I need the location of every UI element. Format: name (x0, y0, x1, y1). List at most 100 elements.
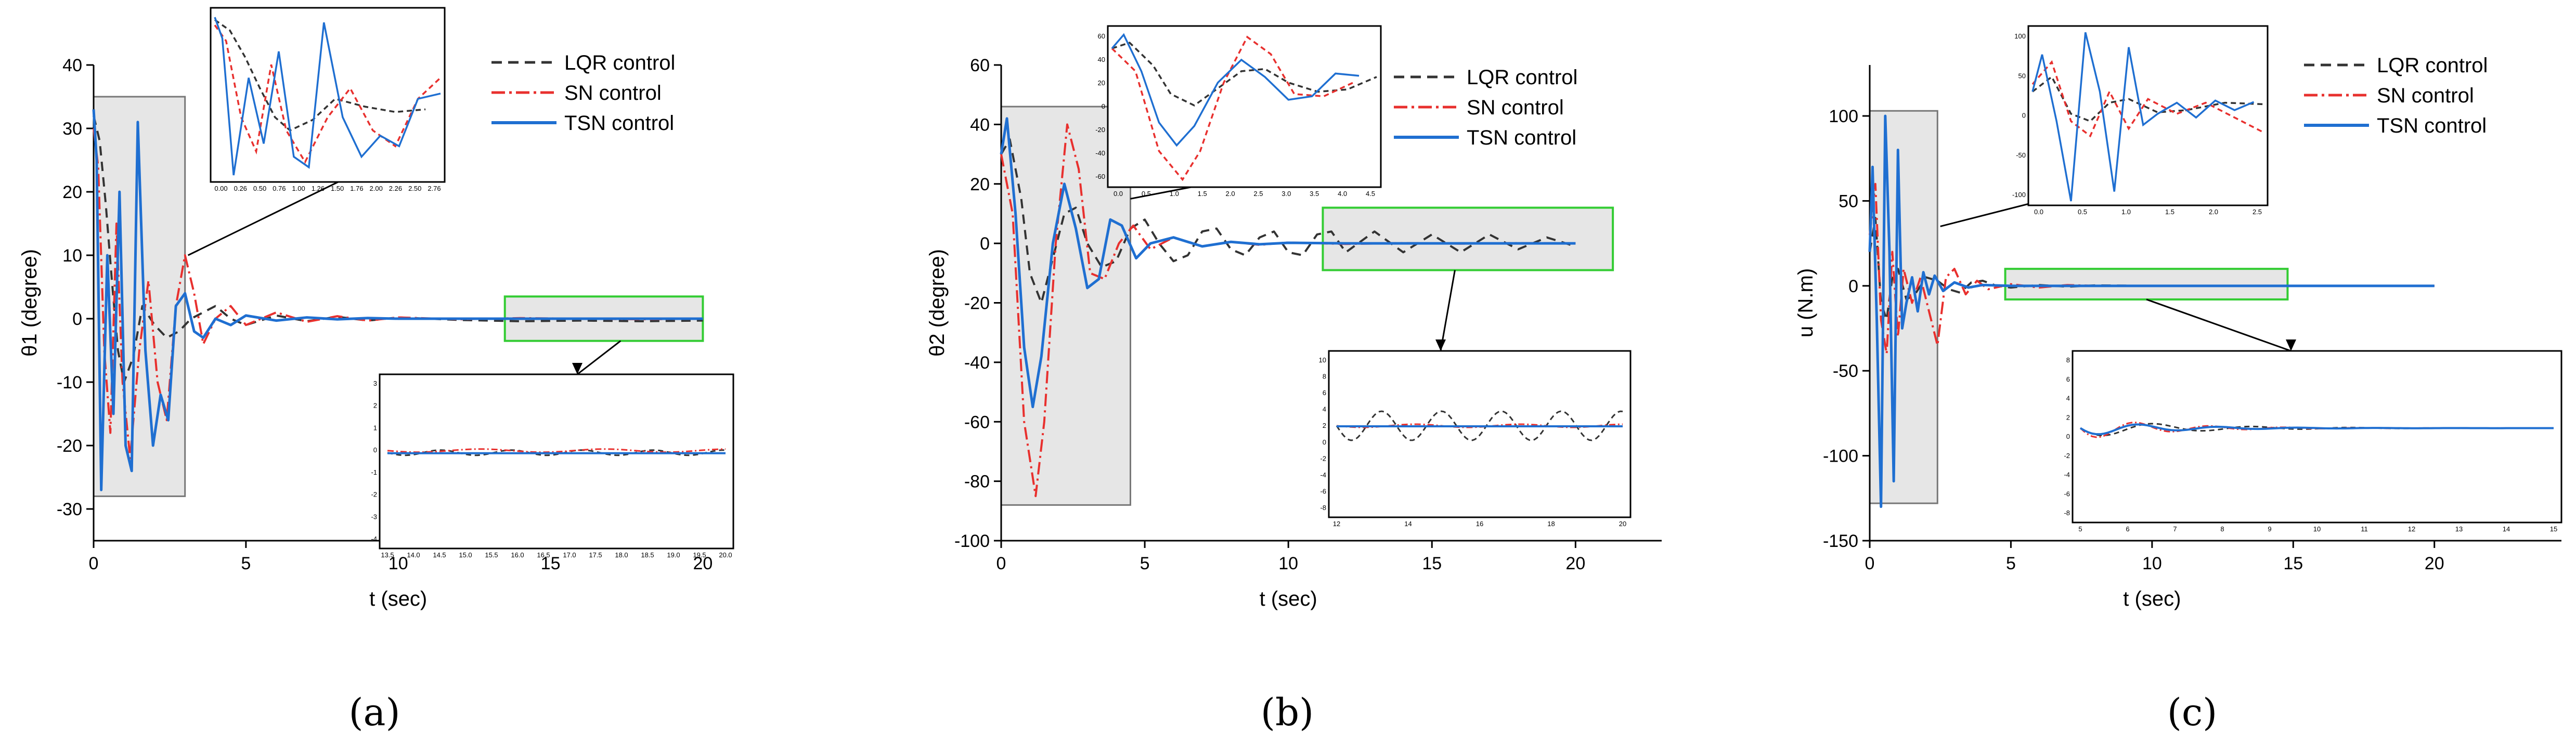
x-tick-label: 0 (89, 554, 99, 573)
inset-x-tick: 2.26 (389, 185, 402, 192)
x-tick-label: 0 (996, 554, 1006, 573)
x-tick-label: 5 (241, 554, 251, 573)
detail-y-tick: 6 (2066, 375, 2070, 383)
detail-x-tick: 14 (1404, 520, 1412, 528)
detail-x-tick: 13.5 (381, 551, 394, 559)
y-tick-label: 0 (72, 309, 82, 329)
detail-y-tick: -2 (1320, 454, 1326, 462)
inset-x-tick: 1.76 (350, 185, 363, 192)
inset-transient (1107, 25, 1382, 188)
detail-x-tick: 13 (2455, 525, 2463, 533)
detail-series-sn (387, 448, 726, 453)
legend-label: LQR control (2377, 54, 2488, 77)
detail-x-tick: 5 (2078, 525, 2082, 533)
x-tick-label: 20 (693, 554, 713, 573)
detail-y-tick: 0 (2066, 433, 2070, 440)
y-tick-label: 0 (980, 234, 990, 254)
inset-x-tick: 0.5 (2078, 208, 2087, 216)
inset-series-sn (1111, 35, 1354, 181)
inset-y-tick: -20 (1095, 126, 1105, 134)
detail-x-tick: 8 (2220, 525, 2224, 533)
inset-x-tick: 2.0 (1226, 190, 1235, 198)
legend-label: LQR control (564, 51, 675, 74)
y-tick-label: -60 (964, 412, 990, 432)
detail-arrowhead-icon (1435, 339, 1446, 351)
x-tick-label: 15 (541, 554, 561, 573)
detail-y-tick: -4 (2064, 471, 2070, 479)
series-line-tsn (92, 109, 703, 491)
detail-arrow (577, 340, 622, 375)
x-tick-label: 10 (1278, 554, 1298, 573)
detail-y-tick: 6 (1323, 389, 1326, 397)
detail-x-tick: 10 (2313, 525, 2321, 533)
detail-y-tick: -2 (371, 491, 377, 499)
detail-y-tick: 10 (1319, 356, 1326, 364)
y-tick-label: -20 (964, 294, 990, 313)
zoom-region-steady (1322, 206, 1614, 271)
legend-label: TSN control (1467, 126, 1576, 149)
detail-y-tick: -3 (371, 513, 377, 520)
detail-y-tick: 8 (1323, 373, 1326, 381)
inset-x-tick: 1.0 (1170, 190, 1179, 198)
inset-transient (2027, 25, 2269, 206)
subfigure-label: (c) (2167, 690, 2218, 734)
detail-y-tick: -6 (2064, 490, 2070, 498)
y-tick-label: -150 (1823, 531, 1858, 551)
inset-series-tsn (2031, 32, 2255, 202)
detail-x-tick: 15.0 (459, 551, 472, 559)
detail-y-tick: -8 (2064, 509, 2070, 517)
detail-series-lqr (1336, 410, 1623, 441)
detail-x-tick: 16 (1476, 520, 1483, 528)
inset-series-lqr (2031, 75, 2264, 123)
inset-x-tick: 1.5 (2165, 208, 2174, 216)
inset-x-tick: 3.5 (1310, 190, 1319, 198)
detail-y-tick: -4 (371, 535, 377, 543)
x-tick-label: 10 (389, 554, 408, 573)
legend-label: TSN control (2377, 114, 2487, 137)
detail-arrowhead-icon (572, 363, 582, 374)
y-tick-label: -50 (1833, 361, 1858, 381)
inset-x-tick: 1.26 (312, 185, 325, 192)
inset-y-tick: 60 (1098, 32, 1105, 40)
detail-x-tick: 19.0 (667, 551, 680, 559)
x-tick-label: 15 (1422, 554, 1442, 573)
detail-x-tick: 18 (1547, 520, 1555, 528)
zoom-region-steady (2004, 268, 2289, 300)
detail-y-tick: -2 (2064, 452, 2070, 460)
detail-y-tick: 0 (373, 446, 377, 454)
detail-x-tick: 18.0 (615, 551, 628, 559)
legend-label: TSN control (564, 112, 674, 135)
inset-series-sn (2031, 60, 2264, 138)
inset-x-tick: 0.00 (214, 185, 227, 192)
y-tick-label: 40 (62, 56, 82, 75)
inset-x-tick: 0.26 (234, 185, 247, 192)
inset-y-tick: 0 (1102, 102, 1105, 110)
legend-label: SN control (564, 82, 662, 104)
x-tick-label: 15 (2283, 554, 2303, 573)
detail-x-tick: 14.5 (433, 551, 446, 559)
detail-y-tick: -8 (1320, 504, 1326, 512)
detail-y-tick: 2 (2066, 413, 2070, 421)
detail-x-tick: 15.5 (485, 551, 498, 559)
detail-x-tick: 20 (1619, 520, 1626, 528)
y-tick-label: 40 (970, 115, 990, 135)
inset-x-tick: 4.5 (1366, 190, 1375, 198)
detail-y-tick: 4 (2066, 395, 2070, 402)
x-tick-label: 20 (2425, 554, 2444, 573)
inset-y-tick: 20 (1098, 79, 1105, 87)
y-tick-label: 20 (970, 175, 990, 194)
inset-steady-state (2072, 350, 2562, 524)
inset-x-tick: 3.0 (1281, 190, 1291, 198)
detail-y-tick: 8 (2066, 356, 2070, 364)
y-tick-label: -10 (57, 373, 82, 393)
y-axis-title: θ2 (degree) (926, 249, 949, 357)
inset-y-tick: 40 (1098, 56, 1105, 63)
inset-y-tick: -50 (2016, 151, 2026, 159)
y-tick-label: 100 (1829, 107, 1858, 126)
inset-x-tick: 1.00 (292, 185, 305, 192)
detail-y-tick: -1 (371, 468, 377, 476)
inset-y-tick: -40 (1095, 149, 1105, 157)
series-line-lqr (1000, 138, 1576, 304)
